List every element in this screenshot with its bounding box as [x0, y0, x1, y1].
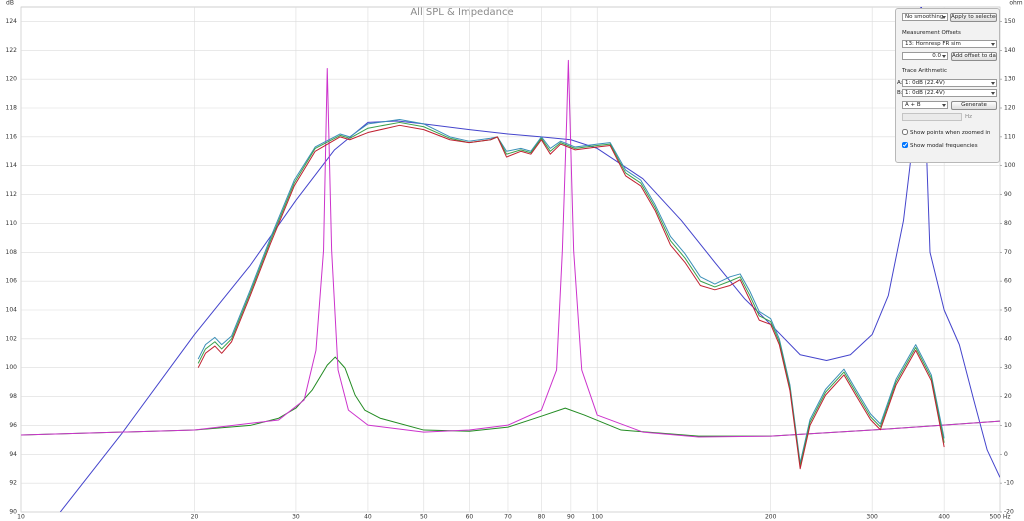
y-tick-label: 112	[6, 191, 18, 198]
y2-tick-label: 100	[1004, 162, 1016, 169]
y-tick-label: 100	[6, 364, 18, 371]
checkbox-row[interactable]: Show modal frequencies	[902, 142, 978, 149]
y-tick-label: 110	[6, 220, 18, 227]
checkbox-row[interactable]: Show points when zoomed in	[902, 129, 990, 136]
checkbox-label: Show modal frequencies	[910, 142, 978, 149]
y-tick-label: 116	[6, 133, 18, 140]
plot-lines	[21, 7, 1000, 512]
y-tick-label: 92	[9, 480, 17, 487]
y2-tick-label: 140	[1004, 47, 1016, 54]
x-tick-label: 400	[938, 514, 950, 521]
operation-select[interactable]: A + B	[902, 101, 948, 109]
y-tick-label: 102	[6, 335, 18, 342]
x-tick-label: 90	[567, 514, 575, 521]
checkbox[interactable]	[902, 142, 908, 148]
add-offset-button[interactable]: Add offset to data	[951, 51, 997, 61]
x-tick-label: 20	[191, 514, 199, 521]
x-tick-label: 500 Hz	[989, 514, 1010, 521]
y2-tick-label: -10	[1004, 480, 1014, 487]
x-tick-label: 40	[364, 514, 372, 521]
series-line	[59, 7, 1000, 512]
x-tick-label: 70	[504, 514, 512, 521]
series-line	[197, 119, 945, 464]
y2-tick-label: -20	[1004, 509, 1014, 516]
y2-tick-label: 0	[1004, 451, 1008, 458]
x-tick-label: 100	[592, 514, 604, 521]
y-tick-label: 94	[9, 451, 17, 458]
x-tick-label: 10	[17, 514, 25, 521]
y2-tick-label: 10	[1004, 422, 1012, 429]
chart-title: All SPL & Impedance	[410, 7, 513, 18]
y2-tick-label: 30	[1004, 364, 1012, 371]
x-tick-label: 80	[538, 514, 546, 521]
generate-button[interactable]: Generate	[951, 100, 997, 110]
x-tick-label: 200	[765, 514, 777, 521]
y2-tick-label: 90	[1004, 191, 1012, 198]
y2-tick-label: 130	[1004, 76, 1016, 83]
y-tick-label: 106	[6, 278, 18, 285]
y2-tick-label: 50	[1004, 307, 1012, 314]
x-tick-label: 300	[866, 514, 878, 521]
offset-measurement-select[interactable]: 13: Hornresp FR sim	[902, 40, 997, 48]
series-line	[197, 121, 945, 467]
y-tick-label: 122	[6, 47, 18, 54]
x-tick-label: 50	[420, 514, 428, 521]
b-trace-select[interactable]: 1: 0dB (22.4V)	[902, 89, 997, 97]
series-line	[21, 59, 1000, 438]
y-tick-label: 104	[6, 307, 18, 314]
section-title: Measurement Offsets	[902, 30, 961, 36]
unit-label: Hz	[965, 114, 973, 120]
series-line	[197, 124, 945, 470]
y2-tick-label: 60	[1004, 278, 1012, 285]
disabled-input	[902, 113, 962, 121]
y2-tick-label: 80	[1004, 220, 1012, 227]
y-tick-label: 118	[6, 105, 18, 112]
y2-tick-label: 40	[1004, 335, 1012, 342]
y2-tick-label: 150	[1004, 18, 1016, 25]
x-tick-label: 30	[292, 514, 300, 521]
a-trace-select[interactable]: 1: 0dB (22.4V)	[902, 79, 997, 87]
smoothing-select[interactable]: No smoothing	[902, 13, 948, 21]
y2-tick-label: 20	[1004, 393, 1012, 400]
y-tick-label: 124	[6, 18, 18, 25]
checkbox-label: Show points when zoomed in	[910, 129, 991, 136]
y2-axis-label: ohm	[1009, 0, 1022, 7]
y2-tick-label: 120	[1004, 105, 1016, 112]
y-tick-label: 120	[6, 76, 18, 83]
y2-tick-label: 70	[1004, 249, 1012, 256]
x-tick-label: 60	[466, 514, 474, 521]
control-panel: No smoothing Apply to selected Measureme…	[895, 8, 1000, 163]
y-tick-label: 90	[9, 509, 17, 516]
offset-input[interactable]: 0.0	[902, 52, 948, 60]
b-label: B:	[897, 90, 903, 96]
apply-button[interactable]: Apply to selected	[950, 12, 997, 22]
a-label: A:	[897, 80, 903, 86]
y2-tick-label: 110	[1004, 133, 1016, 140]
y-tick-label: 96	[9, 422, 17, 429]
checkbox[interactable]	[902, 129, 908, 135]
y-tick-label: 108	[6, 249, 18, 256]
plot-area	[20, 6, 1001, 513]
section-title: Trace Arithmetic	[902, 68, 947, 74]
grid	[20, 7, 1002, 513]
y-tick-label: 114	[6, 162, 18, 169]
y-axis-label: dB	[6, 0, 14, 7]
y-tick-label: 98	[9, 393, 17, 400]
